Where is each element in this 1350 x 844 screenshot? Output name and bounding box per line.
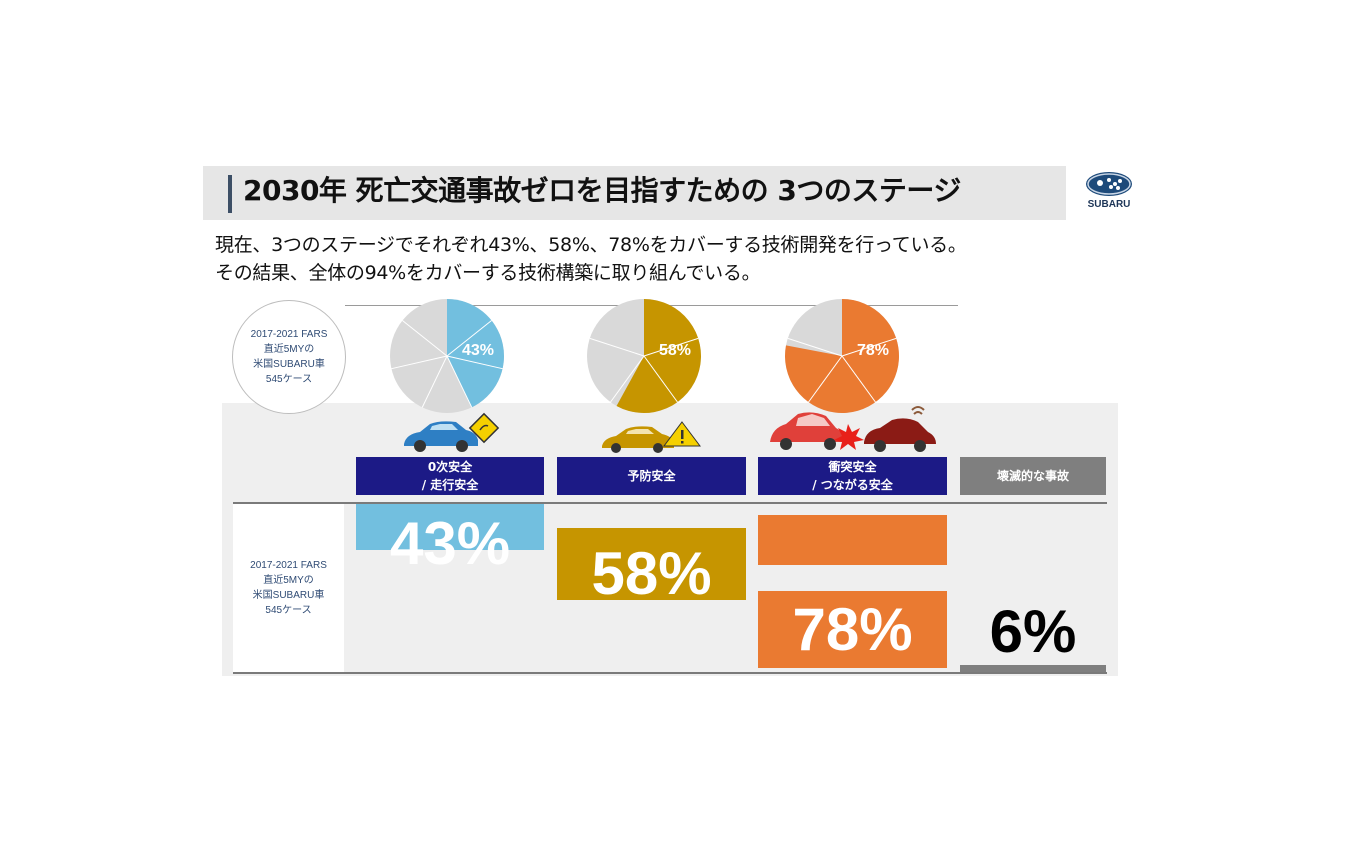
stage-label-line: 予防安全: [627, 469, 676, 483]
logo-wordmark: SUBARU: [1087, 199, 1131, 210]
pie-slice-divider: [421, 355, 448, 408]
pie-slice-divider: [643, 337, 699, 357]
page-title: 2030年 死亡交通事故ゼロを目指すための 3つのステージ: [243, 174, 961, 207]
source-label-line: 直近5MYの: [263, 344, 315, 355]
pie-2: 78%: [785, 299, 900, 413]
side-label-box: [233, 503, 344, 674]
subtitle-line-1: 現在、3つのステージでそれぞれ43%、58%、78%をカバーする技術開発を行って…: [215, 234, 967, 256]
stage-label-line: 衝突安全: [828, 460, 877, 474]
stage-header-3: 壊滅的な事故: [960, 457, 1106, 495]
bar-value-label-2: 78%: [792, 596, 913, 663]
stage-label-line: / つながる安全: [812, 478, 893, 492]
bar-stage-2-lower: [758, 591, 947, 668]
pie-covered-slice: [616, 299, 701, 413]
bar-stage-0: [356, 504, 544, 551]
bar-stage-2-upper: [758, 515, 947, 565]
pie-value-label: 78%: [857, 342, 889, 359]
stage-label-line: 壊滅的な事故: [996, 469, 1069, 483]
bar-value-label-1: 58%: [591, 540, 712, 607]
pie-slice-divider: [643, 355, 678, 403]
pie-slice-divider: [402, 320, 448, 357]
pie-slice-divider: [808, 355, 843, 403]
source-label-line: 直近5MYの: [263, 575, 314, 586]
source-label-line: 2017-2021 FARS: [250, 329, 328, 340]
car-with-skid-sign-icon: [400, 412, 504, 456]
stage-label-line: / 走行安全: [421, 478, 479, 492]
title-accent-bar: [228, 175, 232, 213]
stage-header-2: 衝突安全 / つながる安全: [758, 457, 947, 495]
pie-0: 43%: [390, 299, 504, 413]
pie-1: 58%: [587, 299, 701, 413]
pie-value-label: 58%: [659, 342, 691, 359]
pie-slice-divider: [841, 355, 876, 403]
source-side-label: 2017-2021 FARS 直近5MYの 米国SUBARU車 545ケース: [233, 558, 344, 618]
pie-slice-divider: [589, 337, 645, 357]
car-with-warning-sign-icon: [600, 416, 704, 456]
pie-slice-divider: [446, 355, 503, 370]
stage-header-0: 0次安全 / 走行安全: [356, 457, 544, 495]
chart-baseline-bottom: [233, 672, 1107, 674]
pie-slice-divider: [610, 355, 645, 403]
pie-slice-divider: [446, 355, 473, 408]
stage-label-line: 0次安全: [427, 460, 473, 474]
source-label-line: 545ケース: [265, 374, 313, 385]
pie-slice-divider: [446, 320, 492, 357]
subtitle-line-2: その結果、全体の94%をカバーする技術構築に取り組んでいる。: [215, 262, 761, 284]
source-circle: 2017-2021 FARS 直近5MYの 米国SUBARU車 545ケース: [232, 300, 346, 414]
pie-slice-divider: [787, 337, 843, 357]
bar-value-label-3: 6%: [989, 598, 1077, 665]
bar-stage-1: [557, 528, 746, 601]
source-label-line: 米国SUBARU車: [253, 359, 325, 370]
source-label-line: 米国SUBARU車: [252, 590, 325, 601]
bar-stage-3: [960, 665, 1106, 672]
pie-slice-divider: [841, 337, 897, 357]
title-bar: [203, 166, 1066, 220]
subaru-logo: SUBARU: [1076, 172, 1142, 212]
bar-value-label-0: 43%: [389, 510, 511, 577]
pie-value-label: 43%: [462, 342, 494, 359]
pie-covered-slice: [447, 299, 504, 408]
subaru-star-icon: [1086, 172, 1132, 196]
pie-slice-divider: [391, 355, 448, 370]
chart-baseline-top: [233, 502, 1107, 504]
car-collision-icon: [768, 404, 940, 456]
source-label-line: 545ケース: [265, 605, 312, 616]
stage-header-1: 予防安全: [557, 457, 746, 495]
source-label-line: 2017-2021 FARS: [250, 560, 327, 571]
